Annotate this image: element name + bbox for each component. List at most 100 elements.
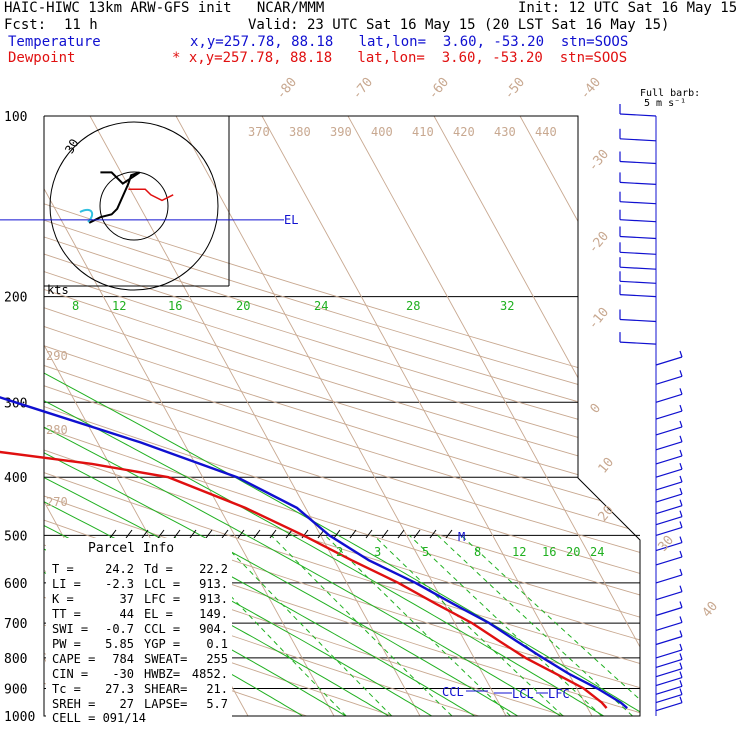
parcel-label-right: LCL = (144, 577, 180, 591)
mixing-ratio-lower-label-3: 3 (374, 545, 381, 559)
wind-barb (619, 235, 657, 240)
mixing-ratio-lower-label-20: 20 (566, 545, 580, 559)
wind-barb-flag (679, 601, 683, 608)
parcel-value-left: -0.7 (105, 622, 134, 636)
mixing-ratio-upper-label-8: 8 (72, 299, 79, 313)
wind-barb (619, 181, 657, 185)
wind-barb-flag (679, 521, 683, 528)
pressure-label-100: 100 (4, 110, 27, 125)
parcel-label-left: T = (52, 562, 74, 576)
parcel-label-left: K = (52, 592, 74, 606)
dry-adiabat-450 (44, 116, 640, 716)
mixing-ratio-upper-label-12: 12 (112, 299, 126, 313)
parcel-value-right: 904. (199, 622, 228, 636)
wind-barb (655, 702, 683, 712)
wind-barb (619, 341, 657, 345)
parcel-label-left: CAPE = (52, 652, 95, 666)
parcel-label-right: LFC = (144, 592, 180, 606)
isotherm-label--80: -80 (274, 75, 301, 103)
wind-barb (655, 410, 683, 420)
isotherm-10 (175, 116, 507, 716)
wind-barb (655, 606, 683, 617)
hatch-mark (189, 529, 197, 539)
wind-barb-flag (679, 370, 683, 377)
frame-border (43, 115, 641, 717)
wind-barb-flag (679, 662, 683, 669)
wind-barb-flag (679, 680, 683, 687)
mixing-ratio-upper-label-28: 28 (406, 299, 420, 313)
dry-adiabat-390 (44, 116, 640, 716)
hatch-mark (253, 529, 261, 539)
theta-label-390: 390 (330, 125, 352, 139)
wind-barb-flag (679, 653, 683, 660)
hatch-mark (301, 529, 309, 539)
hatch-mark (349, 529, 357, 539)
dry-adiabat-360 (44, 116, 640, 716)
mixing-ratio-lower-label-8: 8 (474, 545, 481, 559)
level-markers: EL M CCL LCL LFC (0, 213, 570, 701)
moist-adiabat-8 (44, 296, 640, 716)
isotherm-20 (261, 116, 593, 716)
wind-barb (655, 468, 683, 478)
hodograph-trace-low (128, 188, 174, 202)
mixing-ratio-8 (324, 535, 511, 716)
mixing-ratio-lower-label-16: 16 (542, 545, 556, 559)
parcel-value-right: 22.2 (199, 562, 228, 576)
theta-label-440: 440 (535, 125, 557, 139)
valid-time: Valid: 23 UTC Sat 16 May 15 (20 LST Sat … (248, 17, 670, 33)
wind-barb (655, 375, 683, 385)
wind-barb-flag (679, 643, 683, 651)
hatch-mark (221, 529, 229, 539)
dewpoint-legend-label: Dewpoint (8, 50, 76, 66)
wind-barb (655, 649, 683, 659)
moist-adiabat-7 (44, 296, 626, 716)
parcel-label-right: YGP = (144, 637, 180, 651)
wind-barb-flag (679, 435, 683, 442)
temperature-location-info: x,y=257.78, 88.18 lat,lon= 3.60, -53.20 … (190, 34, 629, 50)
wind-barb-flag (679, 499, 683, 506)
hodograph-ring-inner (99, 171, 169, 241)
parcel-label-right: CCL = (144, 622, 180, 636)
mixing-ratio-12 (373, 535, 564, 716)
wind-barb-flag (679, 536, 683, 543)
wind-barb-flag (679, 688, 683, 695)
parcel-value-left: 37 (120, 592, 134, 606)
wind-barb (619, 266, 657, 270)
wind-barb (619, 160, 657, 165)
pressure-label-500: 500 (4, 529, 27, 544)
theta-label-410: 410 (412, 125, 434, 139)
isotherm-label--70: -70 (350, 75, 377, 103)
hatch-mark (237, 529, 245, 539)
isotherm-label-40: 40 (700, 599, 722, 621)
ccl-marker: CCL (442, 685, 464, 699)
moist-adiabat-6 (44, 296, 583, 716)
hatch-mark (445, 529, 453, 539)
parcel-info-panel: Parcel Info CELL = 091/14 T = 24.2 Td = 22.… (46, 538, 232, 726)
mixing-ratio-24 (460, 535, 640, 716)
wind-barb (655, 542, 683, 552)
parcel-value-right: 913. (199, 577, 228, 591)
dry-adiabat-420 (44, 116, 640, 716)
hatch-mark (429, 529, 437, 539)
wind-barb (655, 493, 683, 503)
wind-barb-flag (679, 671, 683, 678)
theta-label-420: 420 (453, 125, 475, 139)
wind-barbs: Full barb:5 m s⁻¹ (619, 88, 700, 716)
parcel-value-left: -2.3 (105, 577, 134, 591)
mixing-ratio-lines (44, 296, 640, 716)
wind-barb (655, 658, 683, 668)
mixing-ratio-3 (215, 535, 393, 716)
isotherm-label--40: -40 (578, 75, 605, 103)
parcel-label-left: Tc = (52, 682, 81, 696)
parcel-value-right: 0.1 (206, 637, 228, 651)
isotherm-label-0: 0 (588, 401, 605, 417)
parcel-value-left: 27 (120, 697, 134, 711)
wind-barb (655, 505, 683, 515)
mixing-ratio-lower-label-5: 5 (422, 545, 429, 559)
wind-barb-flag (679, 487, 683, 495)
dry-adiabat-340 (44, 116, 640, 716)
wind-barb (619, 113, 657, 117)
pressure-label-800: 800 (4, 652, 27, 667)
dry-adiabat-350 (44, 116, 640, 716)
wind-barb (655, 635, 683, 646)
